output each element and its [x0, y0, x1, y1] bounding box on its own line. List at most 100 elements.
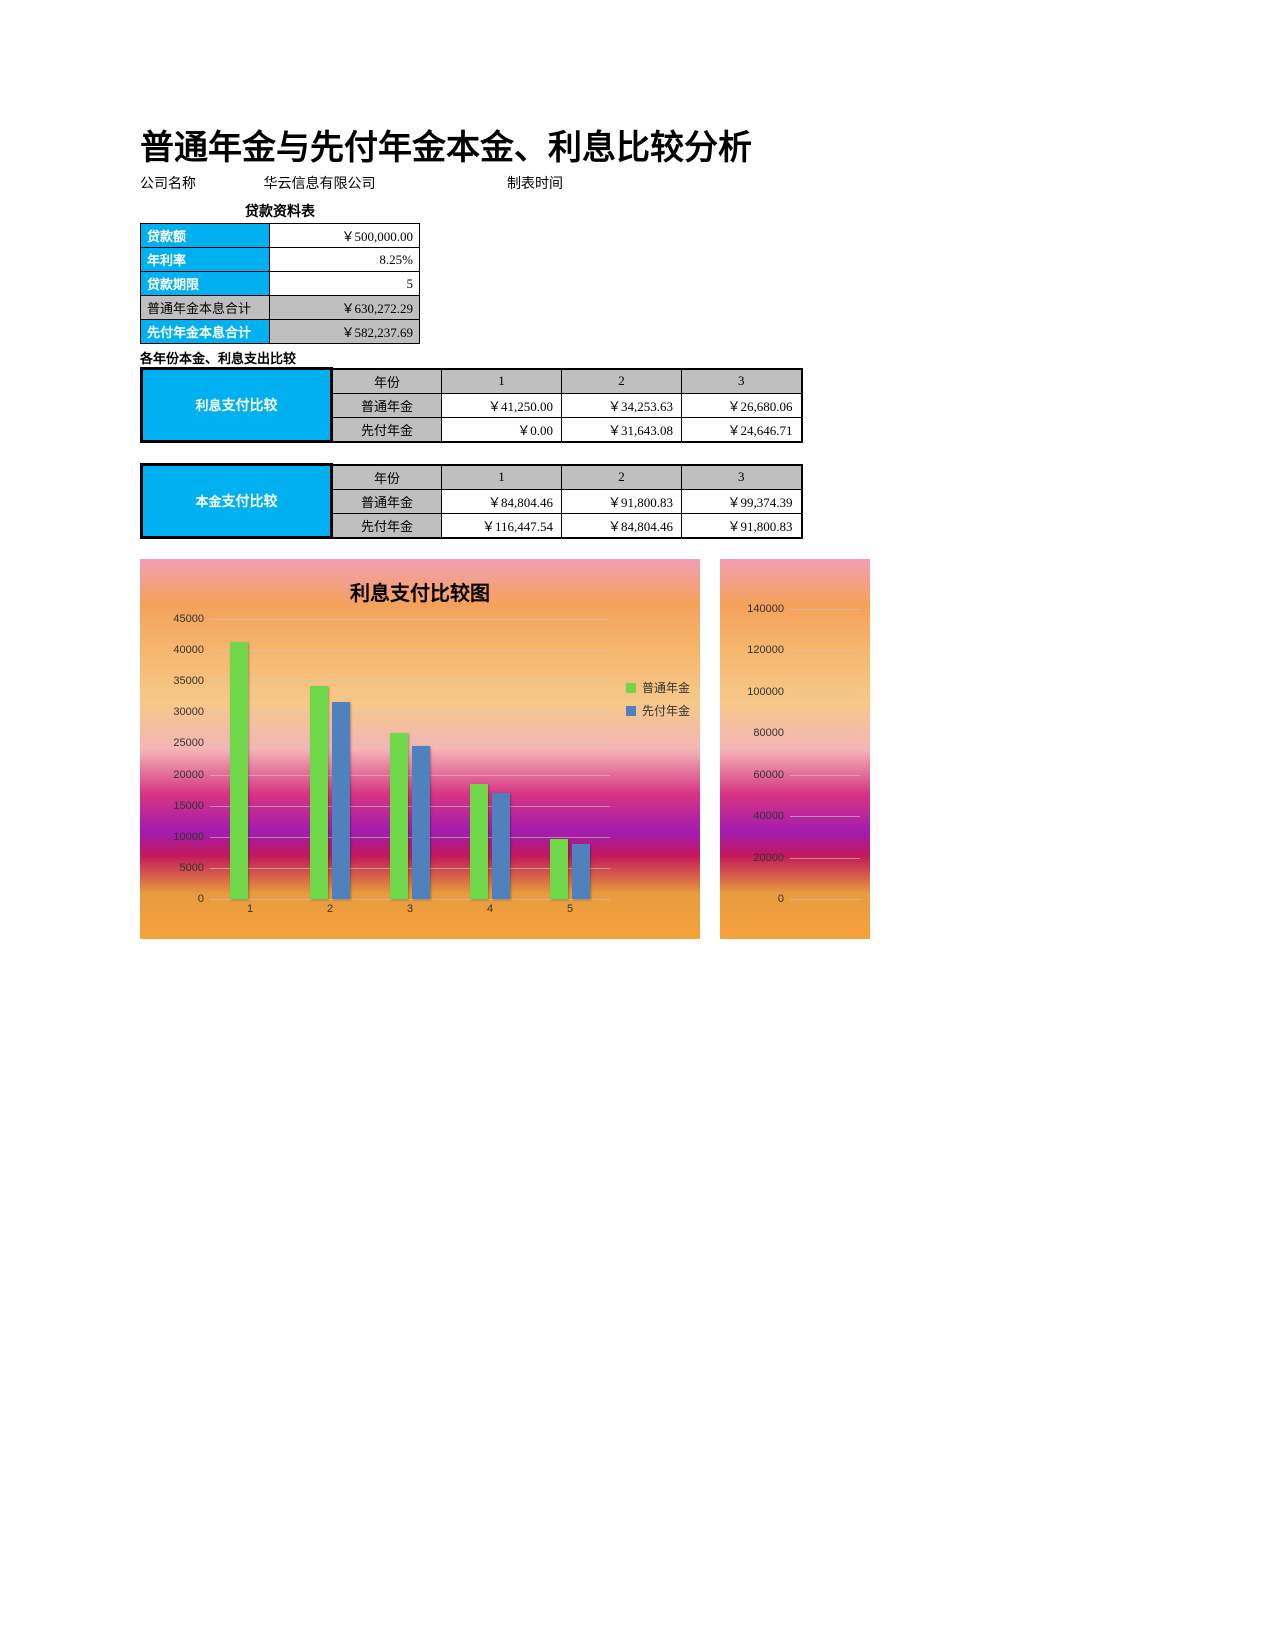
loan-table-title: 贷款资料表	[140, 201, 420, 221]
legend-swatch	[626, 706, 636, 716]
compare-year-col: 1	[442, 369, 562, 394]
chart-y-label: 140000	[747, 603, 790, 615]
chart-y-label: 100000	[747, 686, 790, 698]
chart-y-label: 20000	[753, 852, 790, 864]
chart-gridline	[790, 775, 860, 776]
chart-x-label: 1	[247, 899, 253, 915]
chart-x-label: 4	[487, 899, 493, 915]
chart-x-label: 3	[407, 899, 413, 915]
chart-y-label: 15000	[173, 800, 210, 812]
compare-year-col: 2	[562, 369, 682, 394]
chart-y-label: 35000	[173, 675, 210, 687]
compare-year-header: 年份	[332, 465, 442, 490]
chart-bar	[550, 839, 568, 899]
chart-plot-area: 020000400006000080000100000120000140000	[790, 609, 860, 899]
chart-bar	[412, 746, 430, 899]
compare-row-label: 普通年金	[332, 489, 442, 513]
compare-cell: ￥41,250.00	[442, 393, 562, 417]
chart-gridline	[210, 619, 610, 620]
loan-row-value: ￥500,000.00	[270, 224, 420, 248]
compare-cell: ￥116,447.54	[442, 513, 562, 538]
chart-bar	[492, 793, 510, 899]
chart-y-label: 40000	[753, 810, 790, 822]
compare-big-label: 利息支付比较	[142, 369, 332, 442]
chart-y-label: 5000	[180, 862, 210, 874]
loan-row-label: 年利率	[141, 248, 270, 272]
loan-row-value: ￥630,272.29	[270, 296, 420, 320]
legend-item: 普通年金	[626, 679, 690, 696]
chart-gridline	[790, 816, 860, 817]
compare-cell: ￥34,253.63	[562, 393, 682, 417]
company-label: 公司名称	[140, 173, 260, 193]
chart-y-label: 60000	[753, 769, 790, 781]
compare-year-col: 3	[682, 465, 802, 490]
chart-y-label: 45000	[173, 613, 210, 625]
chart-gridline	[210, 806, 610, 807]
chart-gridline	[210, 650, 610, 651]
chart-gridline	[790, 650, 860, 651]
principal-compare-table: 本金支付比较年份123普通年金￥84,804.46￥91,800.83￥99,3…	[140, 463, 803, 539]
loan-row-value: 5	[270, 272, 420, 296]
chart-plot-area: 0500010000150002000025000300003500040000…	[210, 619, 610, 899]
chart-bar	[390, 733, 408, 899]
compare-cell: ￥99,374.39	[682, 489, 802, 513]
chart-y-label: 30000	[173, 706, 210, 718]
chart-gridline	[210, 712, 610, 713]
loan-row-label: 普通年金本息合计	[141, 296, 270, 320]
interest-chart: 利息支付比较图 05000100001500020000250003000035…	[140, 559, 700, 939]
company-value: 华云信息有限公司	[264, 173, 504, 193]
compare-year-col: 2	[562, 465, 682, 490]
compare-big-label: 本金支付比较	[142, 465, 332, 538]
legend-label: 先付年金	[642, 702, 690, 719]
chart-gridline	[790, 733, 860, 734]
interest-compare-table: 利息支付比较年份123 普通年金￥41,250.00￥34,253.63￥26,6…	[140, 367, 803, 443]
compare-row-label: 先付年金	[332, 417, 442, 442]
chart-y-label: 80000	[753, 727, 790, 739]
chart-x-label: 5	[567, 899, 573, 915]
chart-bar	[572, 844, 590, 899]
chart-bar	[230, 642, 248, 899]
chart-title: 利息支付比较图	[140, 559, 700, 606]
compare-year-col: 3	[682, 369, 802, 394]
compare-year-header: 年份	[332, 369, 442, 394]
legend-label: 普通年金	[642, 679, 690, 696]
chart-x-label: 2	[327, 899, 333, 915]
chart-y-label: 20000	[173, 769, 210, 781]
chart-y-label: 0	[778, 893, 790, 905]
chart-gridline	[790, 609, 860, 610]
partial-chart: 0 20000 40000 60000 80000 100000 120000 140000	[720, 559, 870, 939]
chart-gridline	[790, 692, 860, 693]
compare-row-label: 普通年金	[332, 393, 442, 417]
chart-gridline	[210, 743, 610, 744]
loan-row-label: 先付年金本息合计	[141, 320, 270, 344]
chart-y-label: 0	[198, 893, 210, 905]
compare-cell: ￥26,680.06	[682, 393, 802, 417]
chart-legend: 普通年金先付年金	[626, 679, 690, 725]
chart-gridline	[210, 681, 610, 682]
compare-cell: ￥0.00	[442, 417, 562, 442]
date-label: 制表时间	[507, 173, 607, 193]
chart-gridline	[210, 837, 610, 838]
chart-bar	[332, 702, 350, 899]
compare-year-col: 1	[442, 465, 562, 490]
chart-bar	[470, 784, 488, 899]
section-label: 各年份本金、利息支出比较	[140, 348, 1135, 367]
chart-gridline	[790, 899, 860, 900]
loan-row-label: 贷款额	[141, 224, 270, 248]
chart-y-label: 40000	[173, 644, 210, 656]
chart-bar	[310, 686, 328, 899]
chart-y-label: 120000	[747, 644, 790, 656]
compare-cell: ￥84,804.46	[562, 513, 682, 538]
info-row: 公司名称 华云信息有限公司 制表时间	[140, 173, 1135, 193]
compare-cell: ￥84,804.46	[442, 489, 562, 513]
compare-row-label: 先付年金	[332, 513, 442, 538]
compare-cell: ￥31,643.08	[562, 417, 682, 442]
loan-row-value: ￥582,237.69	[270, 320, 420, 344]
compare-cell: ￥91,800.83	[682, 513, 802, 538]
page-title: 普通年金与先付年金本金、利息比较分析	[140, 120, 1135, 169]
loan-table: 贷款额￥500,000.00年利率8.25%贷款期限5普通年金本息合计￥630,…	[140, 223, 420, 344]
loan-row-label: 贷款期限	[141, 272, 270, 296]
legend-item: 先付年金	[626, 702, 690, 719]
compare-cell: ￥24,646.71	[682, 417, 802, 442]
chart-gridline	[210, 775, 610, 776]
